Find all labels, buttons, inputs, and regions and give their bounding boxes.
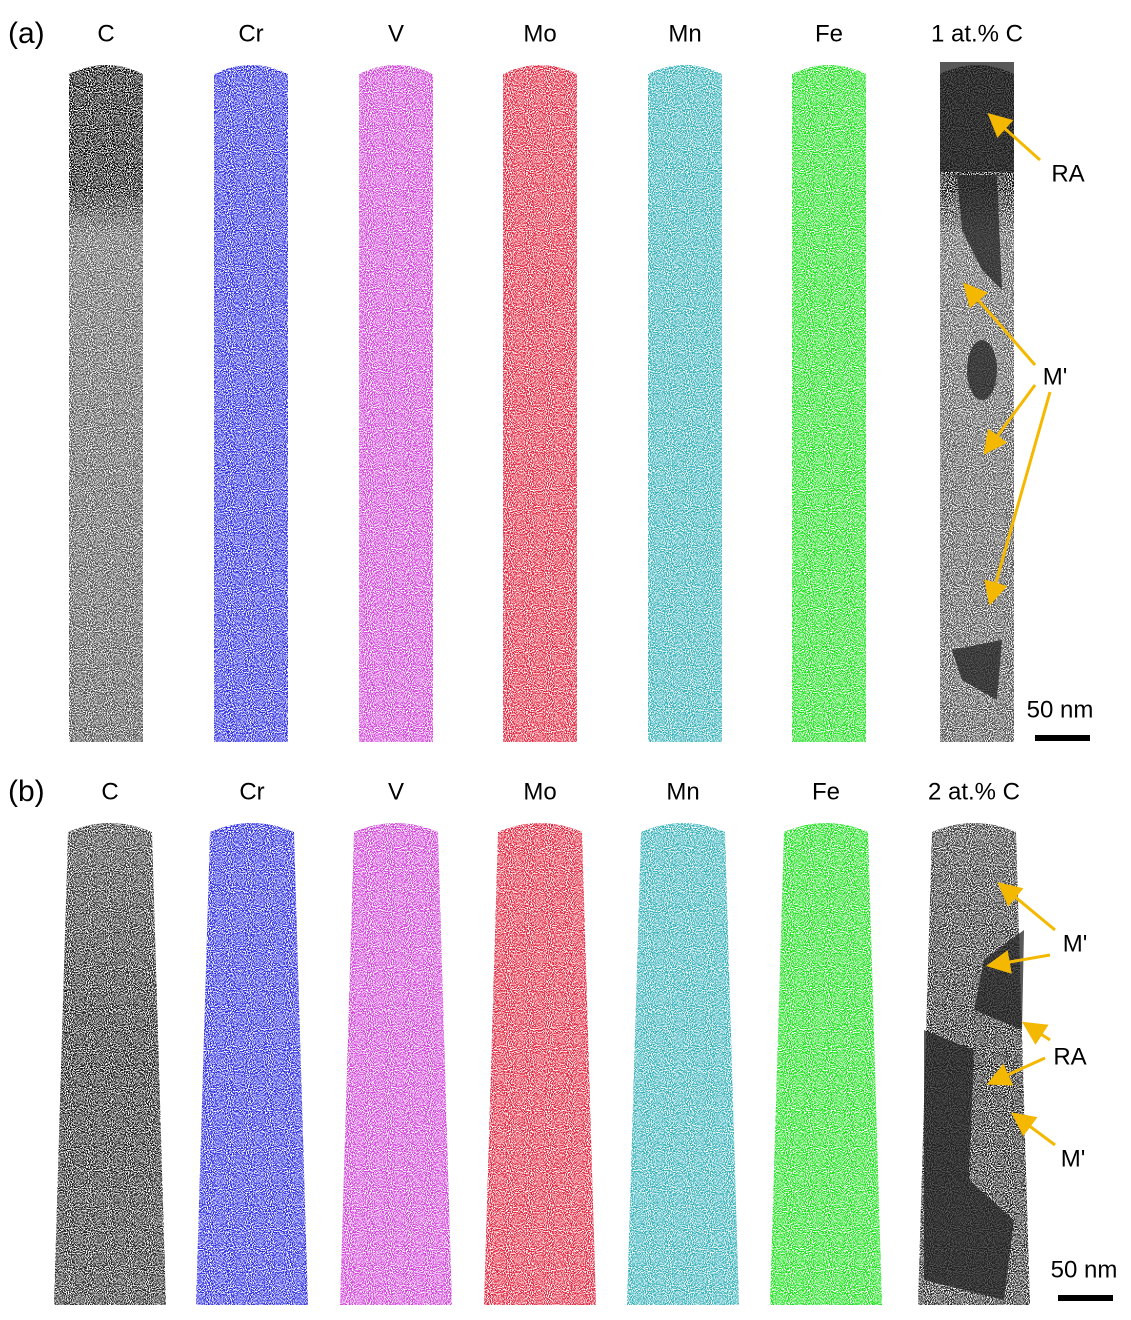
annotation: M' bbox=[1063, 930, 1088, 957]
column-title: Mo bbox=[523, 778, 556, 805]
atom-map bbox=[359, 65, 433, 742]
atom-map bbox=[792, 65, 866, 742]
annotation: M' bbox=[1043, 363, 1068, 390]
panel-label: (b) bbox=[8, 775, 45, 808]
column-title: Fe bbox=[815, 20, 843, 47]
arrow bbox=[1027, 1025, 1050, 1040]
scale-bar-label: 50 nm bbox=[1051, 1256, 1118, 1283]
atom-map bbox=[770, 823, 882, 1305]
region bbox=[967, 340, 997, 400]
column-title: C bbox=[101, 778, 118, 805]
atom-map bbox=[484, 823, 596, 1305]
atom-map bbox=[648, 65, 722, 742]
scale-bar bbox=[1058, 1295, 1113, 1301]
column-title: 1 at.% C bbox=[931, 20, 1023, 47]
column-title: C bbox=[97, 20, 114, 47]
scale-bar bbox=[1035, 735, 1090, 741]
atom-map bbox=[196, 823, 308, 1305]
column-title: Cr bbox=[238, 20, 263, 47]
region bbox=[940, 62, 1014, 172]
atom-map bbox=[340, 823, 452, 1305]
atom-map bbox=[503, 65, 577, 742]
column-title: Mn bbox=[666, 778, 699, 805]
column-title: V bbox=[388, 20, 404, 47]
column-title: Fe bbox=[812, 778, 840, 805]
annotation: RA bbox=[1051, 160, 1084, 187]
atom-map bbox=[54, 823, 166, 1305]
column-title: Mo bbox=[523, 20, 556, 47]
panel-label: (a) bbox=[8, 17, 45, 50]
annotation: RA bbox=[1053, 1043, 1086, 1070]
column-title: V bbox=[388, 778, 404, 805]
atom-map bbox=[627, 823, 739, 1305]
column-title: Cr bbox=[239, 778, 264, 805]
rods bbox=[54, 62, 1030, 1305]
scale-bar-label: 50 nm bbox=[1027, 696, 1094, 723]
figure: RA M' M' RA M' (a) (b) 50 nm 50 nm C Cr V M… bbox=[0, 0, 1131, 1315]
atom-map bbox=[69, 65, 143, 742]
annotation: M' bbox=[1061, 1145, 1086, 1172]
column-title: 2 at.% C bbox=[928, 778, 1020, 805]
column-title: Mn bbox=[668, 20, 701, 47]
atom-map bbox=[214, 65, 288, 742]
